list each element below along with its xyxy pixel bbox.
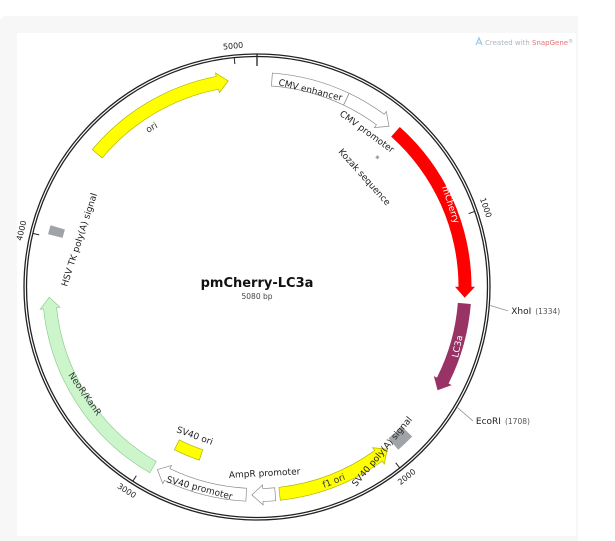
- watermark-brand: SnapGene: [532, 39, 568, 47]
- tick-label: 5000: [223, 41, 244, 52]
- feature-ori[interactable]: [91, 72, 229, 159]
- label-hsv-tk-polya-signal: HSV TK poly(A) signal: [60, 192, 100, 288]
- feature-neor-kanr[interactable]: [39, 296, 157, 474]
- feature-kozak[interactable]: [375, 155, 380, 160]
- label-ori: ori: [145, 121, 160, 136]
- site-position: (1334): [535, 307, 560, 316]
- snapgene-watermark: Created with SnapGene®: [475, 36, 573, 47]
- site-name: EcoRI: [476, 417, 501, 427]
- feature-sv40-ori[interactable]: [173, 439, 204, 461]
- tick-mark: [468, 210, 475, 215]
- tick-mark: [233, 57, 236, 65]
- label-lc3a: LC3a: [451, 334, 465, 358]
- site-position: (1708): [505, 417, 530, 426]
- tick-mark: [395, 462, 401, 469]
- tick-label: 4000: [15, 220, 28, 242]
- svg-text:Created with SnapGene®: Created with SnapGene®: [485, 38, 573, 47]
- snapgene-logo-icon: [475, 36, 483, 46]
- label-f1-ori: f1 ori: [321, 473, 347, 491]
- tick-label: 2000: [396, 467, 418, 487]
- backbone-circle: [23, 53, 491, 521]
- plasmid-length: 5080 bp: [242, 292, 273, 301]
- map-panel: [17, 33, 576, 536]
- feature-f1-ori[interactable]: [278, 447, 388, 501]
- tick-mark: [32, 232, 40, 236]
- site-leader-line: [490, 305, 509, 312]
- feature-mcherry[interactable]: [391, 126, 475, 298]
- site-leader-line: [457, 407, 474, 422]
- label-ampr-promoter: AmpR promoter: [229, 467, 301, 481]
- site-label-ecori[interactable]: EcoRI (1708): [476, 417, 530, 427]
- tick-label: 1000: [478, 197, 493, 219]
- feature-hsv-tk-polya[interactable]: [48, 225, 65, 238]
- watermark-prefix: Created with: [485, 39, 532, 47]
- feature-ampr-promoter[interactable]: [251, 484, 277, 506]
- plasmid-name: pmCherry-LC3a: [201, 276, 314, 291]
- tick-mark: [132, 475, 137, 482]
- feature-cmv-promoter[interactable]: [343, 92, 390, 128]
- watermark-suffix: ®: [568, 38, 573, 45]
- feature-sv40-polya[interactable]: [388, 426, 413, 450]
- site-name: XhoI: [511, 307, 531, 317]
- feature-sv40-promoter[interactable]: [156, 465, 247, 502]
- feature-lc3a[interactable]: [433, 302, 471, 391]
- site-label-xhoi[interactable]: XhoI (1334): [511, 307, 560, 317]
- label-kozak-sequence: Kozak sequence: [336, 147, 392, 208]
